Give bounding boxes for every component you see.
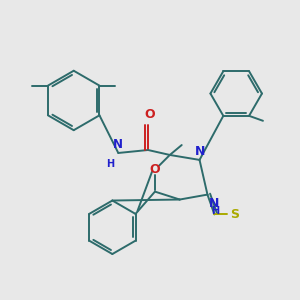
Text: N: N xyxy=(208,196,219,210)
Text: N: N xyxy=(113,138,123,151)
Text: O: O xyxy=(145,108,155,121)
Text: H: H xyxy=(106,159,114,169)
Text: S: S xyxy=(230,208,239,221)
Text: N: N xyxy=(195,145,206,158)
Text: O: O xyxy=(150,163,160,176)
Text: H: H xyxy=(211,206,220,217)
